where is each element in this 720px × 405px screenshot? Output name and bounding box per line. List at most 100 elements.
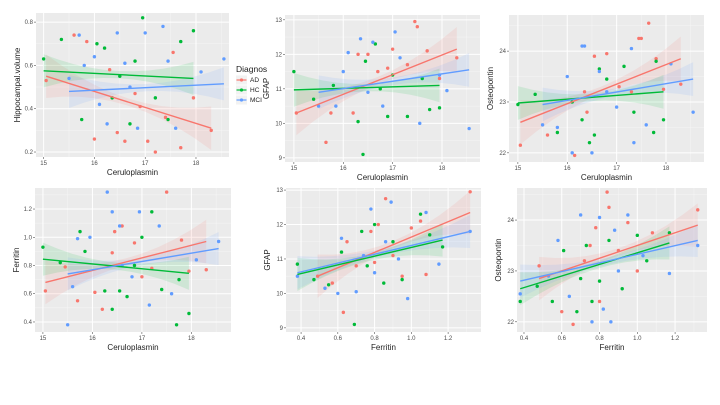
- fit-line-mci: [67, 247, 219, 275]
- data-point-hc: [140, 235, 144, 239]
- legend: Diagnos AD HC MCI: [236, 64, 267, 105]
- data-point-ad: [132, 241, 137, 245]
- data-point-mci: [582, 44, 587, 48]
- x-axis-label: Ceruloplasmin: [107, 343, 158, 352]
- y-tick-label: 12: [275, 52, 282, 58]
- data-point-hc: [533, 92, 537, 97]
- data-point-mci: [372, 271, 377, 275]
- data-point-ad: [415, 25, 420, 29]
- data-point-ad: [635, 269, 640, 273]
- fit-line-ad: [317, 211, 471, 277]
- data-point-ad: [605, 51, 609, 56]
- x-tick-label: 16: [89, 336, 96, 342]
- data-point-hc: [427, 107, 432, 112]
- data-point-mci: [130, 275, 134, 279]
- y-axis-label: Ferritin: [12, 248, 21, 273]
- data-point-mci: [105, 122, 109, 126]
- data-point-hc: [428, 233, 432, 237]
- data-point-hc: [440, 245, 445, 249]
- data-point-mci: [612, 228, 617, 232]
- data-point-ad: [351, 111, 355, 115]
- data-point-ad: [585, 110, 589, 114]
- data-point-ad: [647, 21, 651, 25]
- data-point-hc: [339, 250, 344, 254]
- data-point-ad: [110, 251, 114, 255]
- data-point-ad: [437, 76, 442, 81]
- data-point-hc: [58, 260, 62, 265]
- data-point-mci: [194, 258, 199, 262]
- data-point-ad: [376, 69, 380, 74]
- data-point-mci: [137, 210, 142, 214]
- data-point-ad: [545, 133, 550, 137]
- fit-line-ad: [45, 240, 207, 284]
- data-point-ad: [409, 226, 414, 230]
- data-point-mci: [65, 323, 70, 327]
- data-point-ad: [191, 96, 196, 100]
- data-point-ad: [418, 219, 423, 223]
- panel-5: 0.4 0.6 0.8 1.0 1.2 9 10 11 12 13 Ferritin GFAP: [263, 188, 481, 352]
- data-point-hc: [191, 29, 196, 33]
- data-point-mci: [216, 239, 221, 244]
- data-point-hc: [133, 59, 137, 63]
- data-point-ad: [112, 229, 117, 234]
- data-point-ad: [92, 137, 97, 141]
- y-axis-label: GFAP: [263, 249, 272, 270]
- data-point-ad: [115, 130, 119, 135]
- data-point-ad: [329, 111, 333, 115]
- y-tick-label: 1.0: [24, 235, 33, 241]
- data-point-hc: [365, 264, 369, 268]
- x-tick-label: 16: [91, 161, 98, 167]
- x-tick-label: 16: [340, 166, 347, 172]
- fit-line-hc: [43, 70, 194, 80]
- data-point-hc: [166, 117, 170, 122]
- data-point-ad: [537, 264, 541, 268]
- data-point-ad: [43, 289, 48, 293]
- fit-line-mci: [297, 230, 471, 274]
- data-point-ad: [588, 243, 592, 248]
- data-point-mci: [616, 269, 621, 273]
- data-point-ad: [100, 307, 105, 311]
- data-point-ad: [179, 238, 184, 242]
- data-point-hc: [651, 130, 656, 135]
- data-point-hc: [590, 299, 594, 304]
- data-point-ad: [637, 36, 641, 41]
- x-tick-label: 17: [139, 336, 146, 342]
- legend-key-point: [239, 98, 244, 102]
- data-point-hc: [632, 110, 636, 114]
- data-point-ad: [518, 143, 523, 147]
- data-point-hc: [179, 39, 183, 44]
- data-point-mci: [467, 126, 471, 131]
- x-axis-label: Ferritin: [600, 343, 625, 352]
- data-point-mci: [565, 74, 569, 79]
- data-point-mci: [110, 210, 114, 214]
- data-point-ad: [594, 225, 598, 230]
- data-point-hc: [110, 307, 114, 311]
- data-point-hc: [654, 59, 658, 63]
- data-point-mci: [323, 286, 327, 290]
- x-tick-label: 18: [188, 336, 195, 342]
- data-point-hc: [635, 233, 640, 238]
- data-point-ad: [661, 87, 666, 91]
- x-tick-label: 18: [439, 166, 446, 172]
- x-tick-label: 1.2: [671, 336, 680, 342]
- data-point-hc: [187, 311, 191, 316]
- data-point-mci: [597, 69, 602, 74]
- data-point-hc: [311, 97, 316, 101]
- data-point-hc: [518, 299, 522, 304]
- data-point-mci: [393, 30, 397, 34]
- data-point-mci: [405, 296, 410, 301]
- data-point-hc: [352, 322, 357, 327]
- x-tick-label: 18: [193, 161, 200, 167]
- x-tick-label: 0.8: [595, 336, 604, 342]
- panel-2: 15 16 17 18 9 10 11 12 13 Ceruloplasmin GFAP: [262, 15, 480, 182]
- data-point-ad: [341, 310, 346, 315]
- data-point-ad: [72, 33, 76, 37]
- data-point-ad: [617, 85, 621, 89]
- data-point-mci: [173, 126, 178, 130]
- x-tick-label: 15: [515, 166, 522, 172]
- data-point-mci: [383, 240, 388, 244]
- fit-line-mci: [318, 69, 470, 93]
- y-tick-label: 0.6: [25, 63, 34, 69]
- data-point-hc: [80, 117, 84, 122]
- data-point-hc: [378, 87, 382, 91]
